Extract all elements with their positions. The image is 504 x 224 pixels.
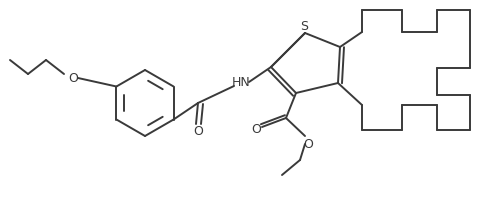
Text: O: O xyxy=(193,125,203,138)
Text: HN: HN xyxy=(232,75,250,88)
Text: O: O xyxy=(68,71,78,84)
Text: O: O xyxy=(251,123,261,136)
Text: O: O xyxy=(303,138,313,151)
Text: S: S xyxy=(300,19,308,32)
